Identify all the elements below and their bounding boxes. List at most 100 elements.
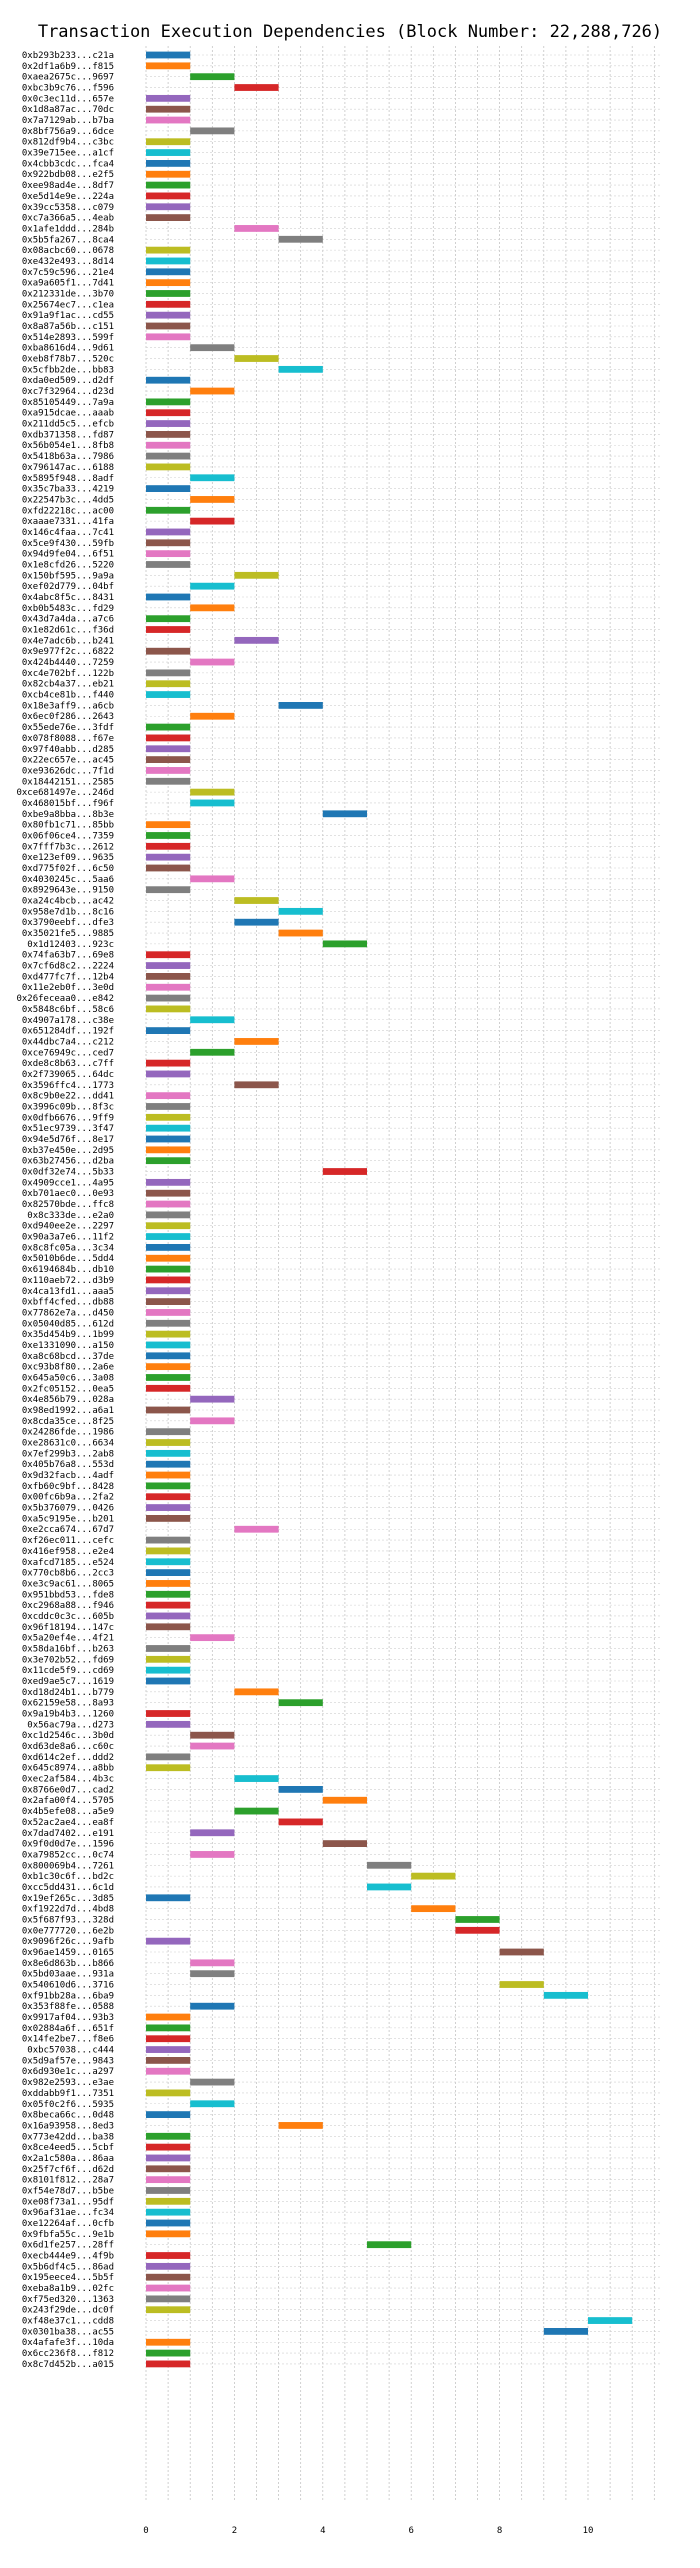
y-tick-label: 0xe93626dc...7f1d bbox=[22, 766, 114, 776]
y-tick-label: 0xe1331090...a150 bbox=[22, 1341, 114, 1351]
transaction-bar bbox=[146, 1146, 191, 1154]
y-tick-label: 0x11cde5f9...cd69 bbox=[22, 1666, 114, 1676]
y-tick-label: 0x6ec0f286...2643 bbox=[22, 712, 114, 722]
y-tick-label: 0x98ed1992...a6a1 bbox=[22, 1406, 114, 1416]
transaction-bar bbox=[146, 832, 191, 839]
transaction-bar bbox=[146, 1645, 191, 1652]
transaction-bar bbox=[146, 170, 191, 178]
transaction-bar bbox=[234, 918, 279, 926]
transaction-bar bbox=[278, 235, 323, 243]
y-tick-label: 0x5a20ef4e...4f21 bbox=[22, 1634, 114, 1644]
transaction-bar bbox=[146, 1569, 191, 1576]
y-tick-label: 0xf1922d7d...4bd8 bbox=[22, 1905, 114, 1915]
y-tick-label: 0x8929643e...9150 bbox=[22, 886, 114, 896]
y-tick-label: 0x770cb8b6...2cc3 bbox=[22, 1569, 114, 1579]
transaction-bar bbox=[146, 1092, 191, 1100]
transaction-bar bbox=[146, 1200, 191, 1208]
transaction-bar bbox=[146, 1374, 191, 1381]
transaction-bar bbox=[367, 1883, 412, 1891]
transaction-bar bbox=[146, 1157, 191, 1165]
y-tick-label: 0xa9a605f1...7d41 bbox=[22, 279, 114, 289]
transaction-bar bbox=[146, 886, 191, 894]
transaction-bar bbox=[499, 1981, 544, 1988]
y-tick-label: 0x211dd5c5...efcb bbox=[22, 420, 114, 430]
y-tick-label: 0x90a3a7e6...11f2 bbox=[22, 1233, 114, 1243]
y-tick-label: 0xfd22218c...ac00 bbox=[22, 506, 114, 516]
y-tick-label: 0x8ce4eed5...5cbf bbox=[22, 2143, 114, 2153]
y-tick-label: 0xddabb9f1...7351 bbox=[22, 2089, 114, 2099]
y-tick-label: 0xbc57038...c444 bbox=[27, 2046, 114, 2056]
y-tick-label: 0x7ef299b3...2ab8 bbox=[22, 1449, 114, 1459]
x-tick-label: 10 bbox=[583, 2526, 594, 2536]
y-tick-label: 0xecb444e9...4f9b bbox=[22, 2252, 114, 2262]
transaction-bar bbox=[146, 2046, 191, 2053]
transaction-bar bbox=[190, 712, 235, 720]
y-tick-label: 0x8beca66c...0d48 bbox=[22, 2111, 114, 2121]
transaction-bar bbox=[146, 2284, 191, 2292]
y-tick-label: 0x1d12403...923c bbox=[27, 940, 114, 950]
transaction-bar bbox=[588, 2317, 633, 2324]
y-tick-label: 0x7c59c596...21e4 bbox=[22, 268, 114, 278]
transaction-bar bbox=[411, 1905, 456, 1913]
y-tick-label: 0x5895f948...8adf bbox=[22, 474, 114, 484]
y-tick-label: 0xce76949c...ced7 bbox=[22, 1048, 114, 1058]
y-tick-label: 0xfb60c9bf...8428 bbox=[22, 1482, 114, 1492]
transaction-bar bbox=[234, 1525, 279, 1533]
transaction-bar bbox=[146, 615, 191, 623]
y-tick-label: 0x110aeb72...d3b9 bbox=[22, 1276, 114, 1286]
transaction-bar bbox=[146, 1504, 191, 1511]
transaction-bar bbox=[146, 1753, 191, 1761]
transaction-bar bbox=[367, 2241, 412, 2249]
transaction-bar bbox=[146, 1178, 191, 1186]
transaction-bar bbox=[146, 1471, 191, 1479]
y-tick-label: 0xe3c9ac61...8065 bbox=[22, 1579, 114, 1589]
transaction-bar bbox=[278, 365, 323, 373]
transaction-bar bbox=[190, 2002, 235, 2010]
transaction-bar bbox=[146, 1536, 191, 1544]
transaction-bar bbox=[190, 1731, 235, 1739]
transaction-bar bbox=[190, 1016, 235, 1024]
transaction-bar bbox=[146, 2273, 191, 2281]
transaction-bar bbox=[146, 376, 191, 384]
transaction-bar bbox=[278, 1786, 323, 1793]
y-tick-label: 0xcc5dd431...6c1d bbox=[22, 1883, 114, 1893]
transaction-bar bbox=[146, 1937, 191, 1945]
y-tick-label: 0xeba8a1b9...02fc bbox=[22, 2284, 114, 2294]
transaction-bar bbox=[146, 528, 191, 536]
transaction-bar bbox=[146, 2154, 191, 2162]
transaction-bar bbox=[146, 2067, 191, 2075]
y-tick-label: 0x97f40abb...d285 bbox=[22, 745, 114, 755]
x-tick-label: 6 bbox=[408, 2526, 413, 2536]
y-tick-label: 0x9917af04...93b3 bbox=[22, 2013, 114, 2023]
y-tick-label: 0x56ac79a...d273 bbox=[27, 1720, 114, 1730]
y-tick-label: 0xc93b8f80...2a6e bbox=[22, 1363, 114, 1373]
y-tick-label: 0x0e777720...6e2b bbox=[22, 1926, 114, 1936]
transaction-bar bbox=[411, 1872, 456, 1880]
transaction-bar bbox=[146, 2132, 191, 2140]
y-tick-label: 0x00fc6b9a...2fa2 bbox=[22, 1493, 114, 1503]
transaction-bar bbox=[455, 1926, 500, 1934]
y-tick-label: 0x18e3aff9...a6cb bbox=[22, 701, 114, 711]
grid-lines bbox=[145, 46, 660, 2500]
transaction-bar bbox=[146, 983, 191, 991]
y-tick-label: 0x0dfb6676...9ff9 bbox=[22, 1113, 114, 1123]
transaction-bar bbox=[146, 485, 191, 492]
transaction-bar bbox=[146, 1005, 191, 1013]
transaction-bar bbox=[146, 398, 191, 406]
transaction-bar bbox=[146, 1655, 191, 1663]
transaction-bar bbox=[146, 626, 191, 633]
transaction-bar bbox=[146, 2035, 191, 2043]
transaction-bar bbox=[146, 105, 191, 113]
y-tick-label: 0xef02d779...04bf bbox=[22, 582, 114, 592]
y-tick-label: 0x80fb1c71...85bb bbox=[22, 821, 114, 831]
transaction-bar bbox=[146, 268, 191, 276]
transaction-bar bbox=[146, 734, 191, 742]
y-tick-label: 0x8c7d452b...a015 bbox=[22, 2360, 114, 2370]
y-tick-label: 0x1e82d61c...f36d bbox=[22, 626, 114, 636]
transaction-bar bbox=[234, 1688, 279, 1696]
y-tick-label: 0xaea2675c...9697 bbox=[22, 73, 114, 83]
y-tick-label: 0x8c333de...e2a0 bbox=[27, 1211, 114, 1221]
transaction-bar bbox=[322, 810, 367, 818]
transaction-bar bbox=[146, 1601, 191, 1609]
transaction-bar bbox=[146, 539, 191, 547]
